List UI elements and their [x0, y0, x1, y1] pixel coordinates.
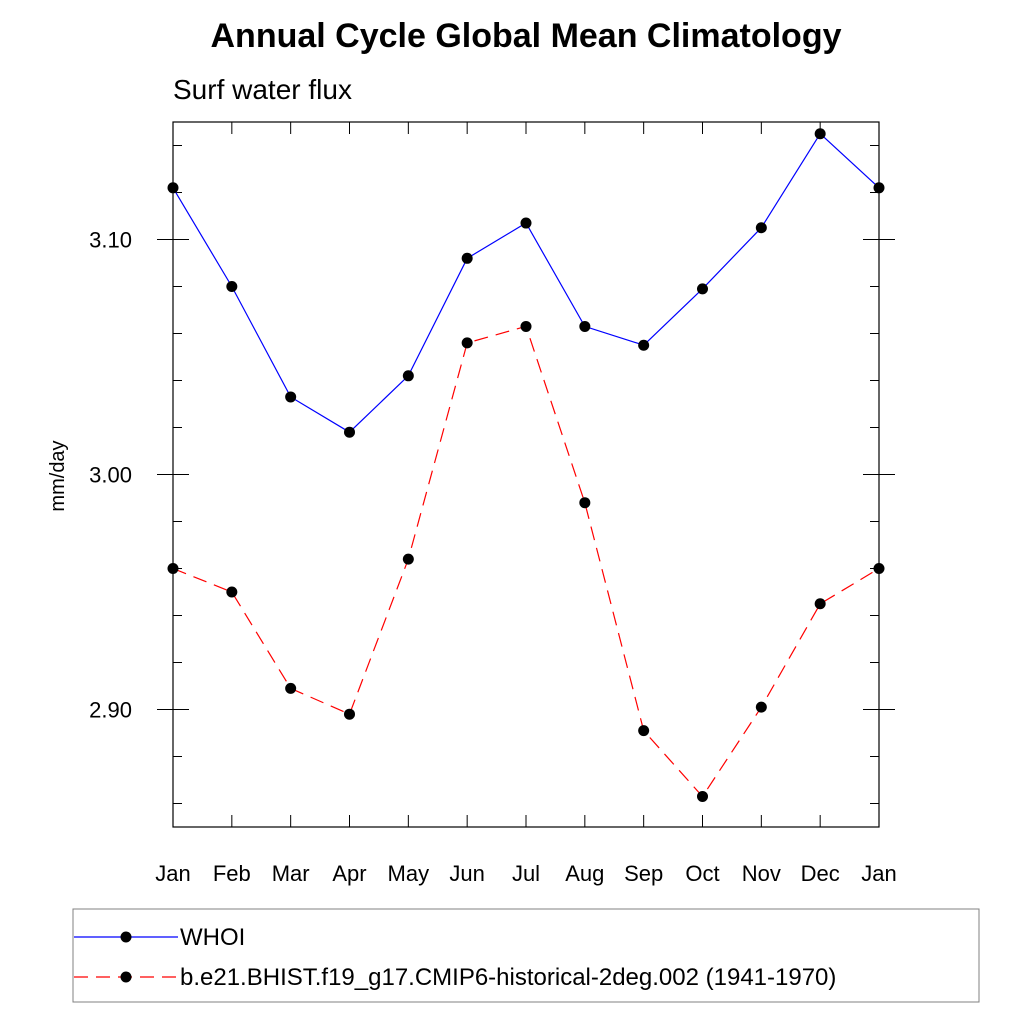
chart-subtitle: Surf water flux [173, 74, 352, 105]
series-layer [167, 128, 885, 802]
series-2-point [520, 320, 532, 332]
legend: WHOI b.e21.BHIST.f19_g17.CMIP6-historical… [72, 908, 980, 1003]
y-axis-label: mm/day [47, 440, 69, 511]
x-tick-label: Jan [155, 861, 190, 886]
x-tick-label: Jan [861, 861, 896, 886]
series-1-point [344, 426, 355, 438]
y-tick-label: 3.10 [89, 228, 132, 253]
series-1-point [461, 252, 473, 264]
series-1-point [638, 339, 650, 351]
series-2-point [226, 586, 238, 598]
x-tick-label: Apr [332, 861, 366, 886]
series-2-point [638, 725, 650, 737]
legend-items: WHOI b.e21.BHIST.f19_g17.CMIP6-historical… [74, 924, 836, 991]
series-1-point [873, 182, 885, 194]
x-tick-label: May [388, 861, 430, 886]
x-tick-label: Mar [272, 861, 310, 886]
series-2-point [579, 497, 591, 509]
series-1-point [520, 217, 532, 229]
chart-title: Annual Cycle Global Mean Climatology [211, 17, 842, 55]
ticks-layer: Jan Feb Mar Apr May Jun Jul Aug Sep Oct Nov Dec Jan 2… [89, 122, 897, 886]
x-tick-label: Jun [449, 861, 484, 886]
legend-box [72, 908, 980, 1003]
series-2-point [461, 337, 473, 349]
series-line-2 [172, 325, 880, 798]
series-2-point [697, 790, 708, 802]
y-tick-label: 2.90 [89, 698, 132, 723]
legend-label-2: b.e21.BHIST.f19_g17.CMIP6-historical-2de… [180, 964, 836, 991]
series-2-point [402, 553, 414, 565]
series-1-point [697, 283, 708, 295]
series-2-point [167, 563, 179, 574]
series-1-point [285, 391, 297, 403]
series-1-point [755, 222, 767, 234]
series-1-point [579, 320, 591, 332]
legend-marker-1 [120, 931, 132, 943]
x-tick-label: Dec [801, 861, 840, 886]
series-1-point [226, 281, 238, 292]
series-1-point [402, 370, 414, 382]
series-2-point [285, 682, 297, 694]
x-tick-label: Feb [213, 861, 251, 886]
series-2-point [755, 701, 767, 713]
y-tick-label: 3.00 [89, 463, 132, 488]
series-2-point [344, 708, 355, 720]
x-tick-label: Oct [685, 861, 719, 886]
x-tick-label: Aug [565, 861, 604, 886]
series-line-1 [172, 132, 880, 433]
x-tick-label: Jul [512, 861, 540, 886]
series-2-point [814, 598, 826, 610]
legend-label-1: WHOI [180, 924, 245, 951]
legend-marker-2 [120, 971, 132, 983]
x-tick-label: Nov [742, 861, 781, 886]
x-tick-label: Sep [624, 861, 663, 886]
series-2-point [873, 563, 885, 574]
series-1-point [167, 182, 179, 194]
series-1-point [814, 128, 826, 140]
